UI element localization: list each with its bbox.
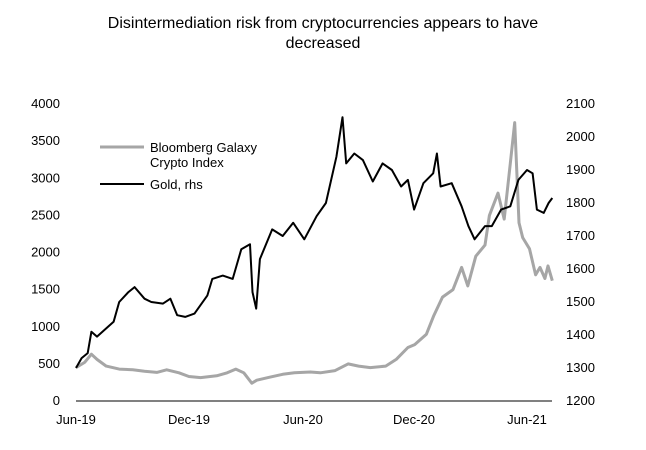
series-line-gold [75,116,554,369]
y-left-tick-label: 2000 [31,245,60,260]
y-left-tick-labels: 0 500 1000 1500 2000 2500 3000 3500 4000 [31,96,60,408]
y-right-tick-label: 2100 [566,96,595,111]
y-left-tick-label: 1500 [31,282,60,297]
x-tick-label: Dec-20 [393,412,435,427]
x-tick-label: Jun-19 [56,412,96,427]
y-right-tick-label: 1200 [566,393,595,408]
legend-label-crypto-line-1: Bloomberg Galaxy [150,140,257,155]
series-line-crypto-index [75,121,554,385]
chart-title-line-2: decreased [285,35,361,52]
y-right-tick-label: 1400 [566,327,595,342]
y-right-tick-label: 1600 [566,261,595,276]
y-left-tick-label: 2500 [31,207,60,222]
y-right-tick-label: 2000 [566,129,595,144]
y-left-tick-label: 4000 [31,96,60,111]
y-left-tick-label: 3000 [31,170,60,185]
x-tick-label: Jun-20 [283,412,323,427]
chart-title: Disintermediation risk from cryptocurren… [0,14,646,54]
y-right-tick-labels: 1200 1300 1400 1500 1600 1700 1800 1900 2000 2100 [566,96,595,408]
y-left-tick-label: 500 [38,356,60,371]
y-left-tick-label: 1000 [31,319,60,334]
chart-title-line-1: Disintermediation risk from cryptocurren… [107,15,539,32]
y-left-tick-label: 0 [53,393,60,408]
legend-label-crypto-line-2: Crypto Index [150,155,224,170]
x-tick-label: Jun-21 [507,412,547,427]
y-left-tick-label: 3500 [31,133,60,148]
x-tick-labels: Jun-19 Dec-19 Jun-20 Dec-20 Jun-21 [56,412,547,427]
y-right-tick-label: 1700 [566,228,595,243]
legend: Bloomberg Galaxy Crypto Index Gold, rhs [100,140,257,192]
series-lines [75,116,554,385]
legend-label-gold: Gold, rhs [150,177,203,192]
y-right-tick-label: 1800 [566,195,595,210]
x-tick-label: Dec-19 [168,412,210,427]
y-right-tick-label: 1900 [566,162,595,177]
y-right-tick-label: 1300 [566,360,595,375]
y-right-tick-label: 1500 [566,294,595,309]
